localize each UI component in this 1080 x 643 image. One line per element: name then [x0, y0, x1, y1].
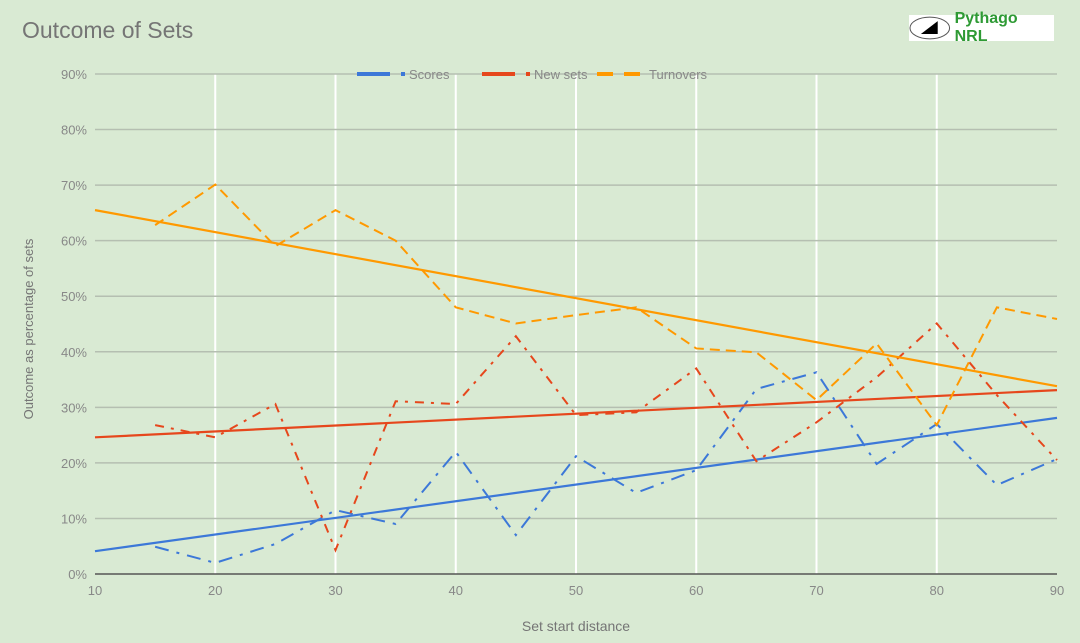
logo-text: Pythago NRL: [954, 10, 1018, 45]
x-tick-label: 50: [569, 583, 583, 598]
x-tick-label: 90: [1050, 583, 1064, 598]
x-tick-label: 80: [930, 583, 944, 598]
new-sets-series-line: [154, 322, 1058, 553]
new-sets-trendline: [94, 389, 1058, 439]
y-tick-label: 80%: [61, 123, 87, 138]
y-tick-label: 70%: [61, 178, 87, 193]
legend-label-scores: Scores: [409, 67, 450, 82]
x-axis-label: Set start distance: [522, 618, 630, 634]
x-tick-label: 60: [689, 583, 703, 598]
x-tick-label: 10: [88, 583, 102, 598]
y-tick-label: 0%: [68, 567, 87, 582]
turnovers-trendline: [94, 209, 1058, 388]
y-axis-label: Outcome as percentage of sets: [21, 238, 36, 419]
logo-icon: [909, 16, 951, 40]
y-tick-label: 40%: [61, 345, 87, 360]
y-tick-label: 60%: [61, 234, 87, 249]
scores-trendline: [94, 416, 1058, 553]
chart-title: Outcome of Sets: [22, 17, 194, 43]
y-tick-label: 30%: [61, 400, 87, 415]
scores-series-line: [154, 371, 1058, 564]
x-tick-label: 70: [809, 583, 823, 598]
logo: Pythago NRL: [909, 10, 1054, 45]
y-tick-label: 90%: [61, 67, 87, 82]
x-tick-label: 30: [328, 583, 342, 598]
x-tick-label: 40: [449, 583, 463, 598]
legend-label-turnovers: Turnovers: [649, 67, 708, 82]
y-tick-label: 20%: [61, 456, 87, 471]
y-tick-label: 10%: [61, 511, 87, 526]
x-tick-label: 20: [208, 583, 222, 598]
y-tick-label: 50%: [61, 289, 87, 304]
legend-label-new-sets: New sets: [534, 67, 588, 82]
turnovers-series-line: [154, 183, 1058, 428]
